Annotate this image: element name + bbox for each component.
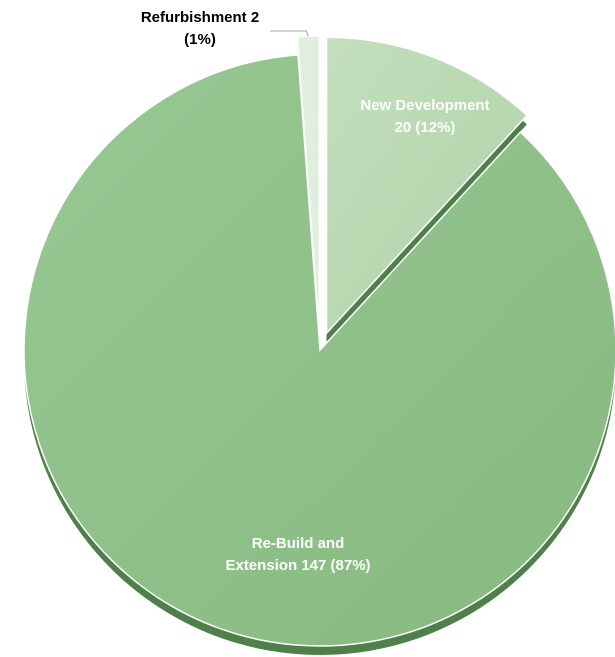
- pie-slice-re-build-and-extension[interactable]: [23, 54, 615, 647]
- data-label-line: 20 (12%): [395, 119, 456, 136]
- leader-line-refurbishment: [270, 30, 309, 37]
- pie-slice-new-development[interactable]: [325, 36, 528, 336]
- data-label-line: (1%): [184, 31, 216, 48]
- data-label-line: Re-Build and: [252, 535, 345, 552]
- data-label-line: Extension 147 (87%): [225, 557, 370, 574]
- data-label-refurbishment: Refurbishment 2 (1%): [141, 9, 259, 48]
- data-label-line: New Development: [360, 97, 489, 114]
- data-label-new-development: New Development 20 (12%): [360, 97, 489, 136]
- data-label-re-build-and-extension: Re-Build and Extension 147 (87%): [225, 535, 370, 574]
- data-label-line: Refurbishment 2: [141, 9, 259, 26]
